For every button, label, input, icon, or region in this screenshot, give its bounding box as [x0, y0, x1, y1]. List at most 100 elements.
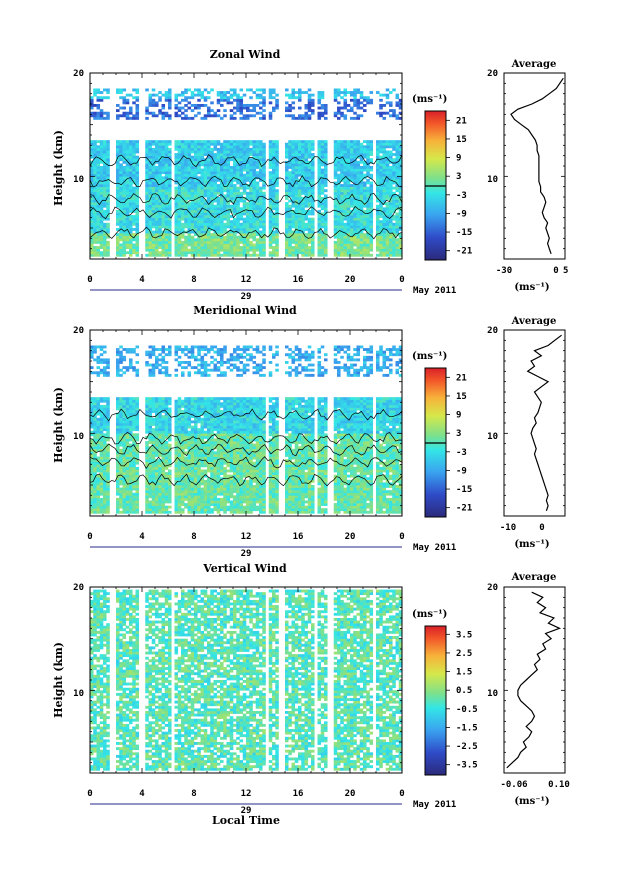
heatmap-cell	[268, 147, 273, 151]
heatmap-cell	[93, 246, 97, 249]
heatmap-cell	[103, 199, 107, 203]
heatmap-cell	[246, 186, 250, 190]
heatmap-cell	[320, 91, 325, 94]
heatmap-cell	[207, 140, 211, 144]
heatmap-cell	[129, 448, 133, 452]
heatmap-cell	[343, 98, 348, 102]
heatmap-cell	[226, 199, 231, 203]
heatmap-cell	[252, 251, 257, 255]
heatmap-cell	[242, 251, 247, 255]
heatmap-cell	[203, 235, 208, 239]
heatmap-cell	[116, 209, 120, 213]
heatmap-cell	[122, 492, 127, 496]
heatmap-cell	[132, 472, 136, 475]
heatmap-cell	[350, 189, 354, 193]
heatmap-cell	[135, 508, 140, 512]
heatmap-cell	[233, 246, 237, 249]
heatmap-cell	[106, 246, 110, 249]
heatmap-cell	[350, 212, 354, 216]
heatmap-cell	[376, 215, 380, 218]
heatmap-cell	[151, 171, 156, 175]
heatmap-cell	[307, 189, 312, 193]
heatmap-cell	[363, 235, 367, 239]
heatmap-cell	[353, 116, 357, 120]
heatmap-cell	[168, 220, 172, 224]
heatmap-cell	[145, 472, 149, 475]
heatmap-cell	[304, 246, 309, 249]
panel-zonal: Zonal Wind Height (km) 20 10 0 4 8 12 16…	[52, 48, 568, 302]
heatmap-cell	[268, 228, 273, 231]
heatmap-cell	[382, 225, 387, 229]
heatmap-cell	[145, 173, 149, 177]
heatmap-cell	[343, 248, 348, 252]
heatmap-cell	[246, 168, 250, 172]
heatmap-cell	[194, 240, 198, 244]
heatmap-cell	[96, 163, 101, 167]
heatmap-cell	[272, 155, 276, 159]
heatmap-cell	[99, 361, 104, 364]
heatmap-cell	[119, 469, 123, 473]
heatmap-cell	[255, 233, 260, 237]
heatmap-cell	[148, 207, 153, 211]
heatmap-cell	[369, 147, 374, 151]
heatmap-cell	[210, 166, 214, 169]
heatmap-cell	[346, 184, 351, 187]
heatmap-cell	[398, 101, 403, 105]
heatmap-cell	[255, 155, 260, 159]
heatmap-cell	[382, 243, 387, 247]
heatmap-cell	[106, 435, 110, 439]
heatmap-cell	[389, 166, 393, 169]
heatmap-cell	[320, 181, 325, 185]
heatmap-cell	[350, 106, 354, 110]
heatmap-cell	[90, 399, 94, 403]
heatmap-cell	[291, 88, 296, 92]
heatmap-cell	[259, 197, 263, 200]
heatmap-cell	[379, 98, 383, 102]
heatmap-cell	[275, 155, 279, 159]
heatmap-cell	[145, 204, 149, 208]
heatmap-cell	[135, 428, 140, 432]
heatmap-cell	[392, 88, 396, 92]
heatmap-cell	[161, 217, 166, 221]
heatmap-cell	[359, 142, 364, 146]
heatmap-cell	[311, 166, 315, 169]
heatmap-cell	[242, 181, 247, 185]
heatmap-cell	[333, 194, 338, 198]
heatmap-cell	[275, 215, 279, 218]
heatmap-cell	[129, 503, 133, 506]
heatmap-cell	[317, 220, 322, 224]
heatmap-cell	[363, 109, 367, 113]
heatmap-cell	[229, 158, 234, 162]
heatmap-cell	[382, 191, 387, 195]
heatmap-cell	[151, 230, 156, 234]
heatmap-cell	[311, 207, 315, 211]
heatmap-cell	[324, 163, 328, 167]
heatmap-cell	[99, 153, 104, 156]
heatmap-cell	[119, 361, 123, 364]
heatmap-cell	[340, 235, 344, 239]
heatmap-cell	[119, 191, 123, 195]
heatmap-cell	[122, 233, 127, 237]
heatmap-cell	[161, 150, 166, 154]
heatmap-cell	[255, 215, 260, 218]
heatmap-cell	[164, 140, 169, 144]
heatmap-cell	[90, 212, 94, 216]
heatmap-cell	[294, 207, 299, 211]
heatmap-cell	[103, 466, 107, 470]
heatmap-cell	[135, 459, 140, 463]
heatmap-cell	[288, 147, 292, 151]
heatmap-cell	[125, 415, 130, 419]
heatmap-cell	[203, 202, 208, 206]
heatmap-cell	[103, 454, 107, 457]
heatmap-cell	[333, 150, 338, 154]
heatmap-cell	[288, 106, 292, 110]
heatmap-cell	[369, 91, 374, 94]
heatmap-cell	[350, 163, 354, 167]
heatmap-cell	[197, 189, 201, 193]
heatmap-cell	[145, 215, 149, 218]
heatmap-cell	[262, 104, 266, 107]
heatmap-cell	[382, 215, 387, 218]
heatmap-cell	[301, 168, 305, 172]
heatmap-cell	[252, 158, 257, 162]
heatmap-cell	[190, 160, 195, 164]
